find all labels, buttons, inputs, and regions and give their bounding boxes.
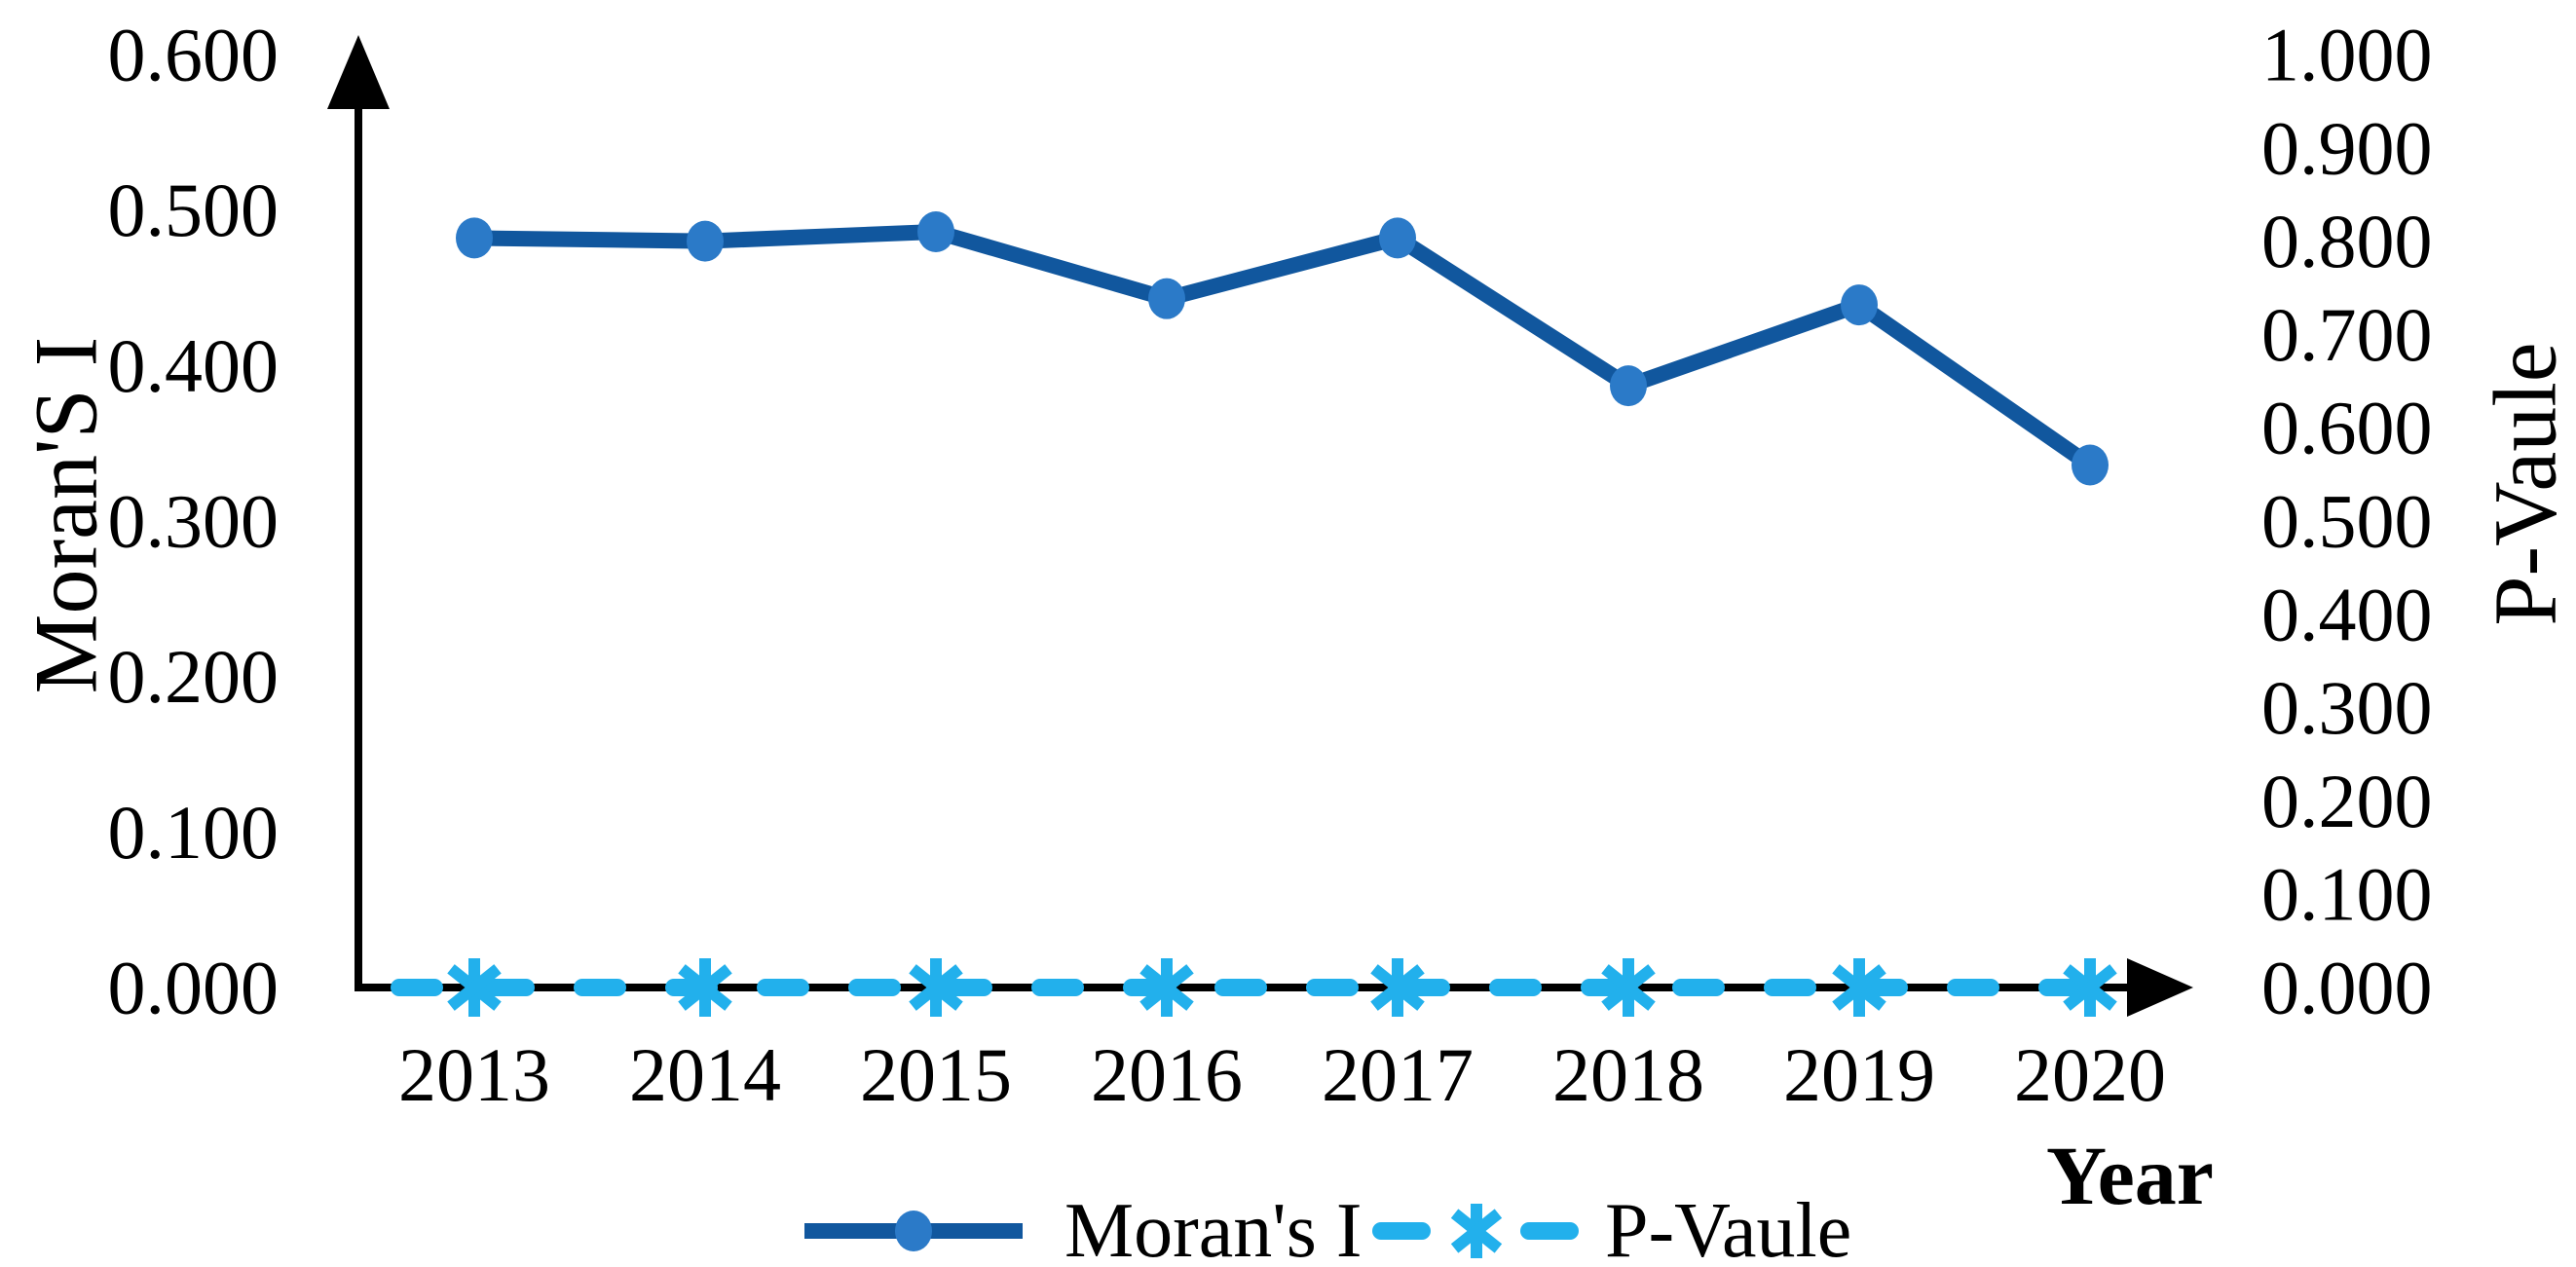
legend-pvalue-label: P-Vaule bbox=[1605, 1188, 1851, 1267]
right-axis-tick-label: 0.100 bbox=[2261, 852, 2433, 937]
pvalue-data-point bbox=[1832, 958, 1886, 1017]
pvalue-data-point bbox=[909, 958, 963, 1017]
right-axis-tick-label: 1.000 bbox=[2261, 13, 2433, 97]
year-tick-label: 2019 bbox=[1783, 1032, 1935, 1117]
moran-line bbox=[473, 224, 2095, 472]
year-tick-label: 2020 bbox=[2014, 1032, 2166, 1117]
moran-data-point bbox=[1379, 217, 1416, 259]
asterisk-spoke bbox=[1370, 964, 1425, 1011]
right-axis-tick-label: 0.800 bbox=[2261, 199, 2433, 283]
moran-data-point bbox=[1610, 365, 1647, 407]
pvalue-data-point bbox=[1370, 958, 1425, 1017]
left-axis-tick-label: 0.200 bbox=[108, 634, 280, 719]
y-axis-arrow bbox=[327, 35, 390, 109]
moran-data-point bbox=[456, 217, 493, 259]
moran-data-point bbox=[1841, 284, 1878, 326]
asterisk-spoke bbox=[909, 964, 963, 1011]
year-tick-label: 2018 bbox=[1552, 1032, 1704, 1117]
asterisk-spoke bbox=[447, 964, 502, 1011]
year-tick-label: 2017 bbox=[1322, 1032, 1474, 1117]
left-axis-tick-label: 0.100 bbox=[108, 790, 280, 875]
moran-data-point bbox=[687, 220, 724, 262]
x-axis-title: Year bbox=[2046, 1129, 2214, 1222]
x-axis-arrow bbox=[2127, 958, 2193, 1017]
asterisk-spoke bbox=[1450, 1209, 1503, 1253]
left-axis-tick-label: 0.400 bbox=[108, 323, 280, 408]
left-axis-tick-label: 0.300 bbox=[108, 479, 280, 564]
left-axis-tick-label: 0.500 bbox=[108, 168, 280, 252]
right-axis-tick-label: 0.300 bbox=[2261, 665, 2433, 750]
pvalue-data-point bbox=[1139, 958, 1194, 1017]
right-axis-tick-label: 0.400 bbox=[2261, 572, 2433, 656]
moran-data-point bbox=[917, 211, 954, 253]
legend-pvalue-marker bbox=[1450, 1204, 1503, 1258]
asterisk-spoke bbox=[1139, 964, 1194, 1011]
right-axis-tick-label: 0.500 bbox=[2261, 479, 2433, 564]
pvalue-data-point bbox=[447, 958, 502, 1017]
left-axis-tick-label: 0.000 bbox=[108, 946, 280, 1030]
left-axis-tick-label: 0.600 bbox=[108, 13, 280, 97]
right-axis-tick-label: 0.000 bbox=[2261, 946, 2433, 1030]
moran-data-point bbox=[1148, 278, 1185, 319]
right-axis-tick-label: 0.200 bbox=[2261, 759, 2433, 843]
moran-data-point bbox=[2072, 444, 2109, 486]
left-axis-title: Moran'S I bbox=[16, 337, 115, 694]
legend-layer: Moran's I P-Vaule bbox=[804, 1188, 1851, 1267]
pvalue-data-point bbox=[678, 958, 732, 1017]
pvalue-data-point bbox=[1601, 958, 1656, 1017]
right-axis-tick-label: 0.900 bbox=[2261, 105, 2433, 190]
year-tick-label: 2016 bbox=[1091, 1032, 1243, 1117]
pvalue-data-point bbox=[2063, 958, 2117, 1017]
right-axis-tick-label: 0.700 bbox=[2261, 292, 2433, 377]
axes-layer: 0.0000.1000.2000.3000.4000.5000.6000.000… bbox=[108, 13, 2433, 1117]
right-axis-title: P-Vaule bbox=[2475, 342, 2574, 625]
year-tick-label: 2015 bbox=[860, 1032, 1012, 1117]
year-tick-label: 2013 bbox=[398, 1032, 550, 1117]
asterisk-spoke bbox=[678, 964, 732, 1011]
series-layer bbox=[391, 211, 2142, 1017]
year-tick-label: 2014 bbox=[629, 1032, 781, 1117]
legend-moran-marker bbox=[895, 1211, 932, 1251]
legend-moran-label: Moran's I bbox=[1064, 1188, 1362, 1267]
right-axis-tick-label: 0.600 bbox=[2261, 386, 2433, 470]
asterisk-spoke bbox=[1832, 964, 1886, 1011]
asterisk-spoke bbox=[1601, 964, 1656, 1011]
asterisk-spoke bbox=[2063, 964, 2117, 1011]
